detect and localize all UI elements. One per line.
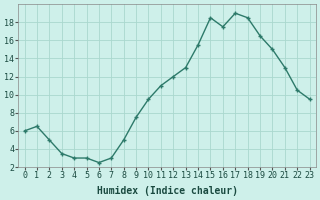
X-axis label: Humidex (Indice chaleur): Humidex (Indice chaleur) <box>97 186 237 196</box>
